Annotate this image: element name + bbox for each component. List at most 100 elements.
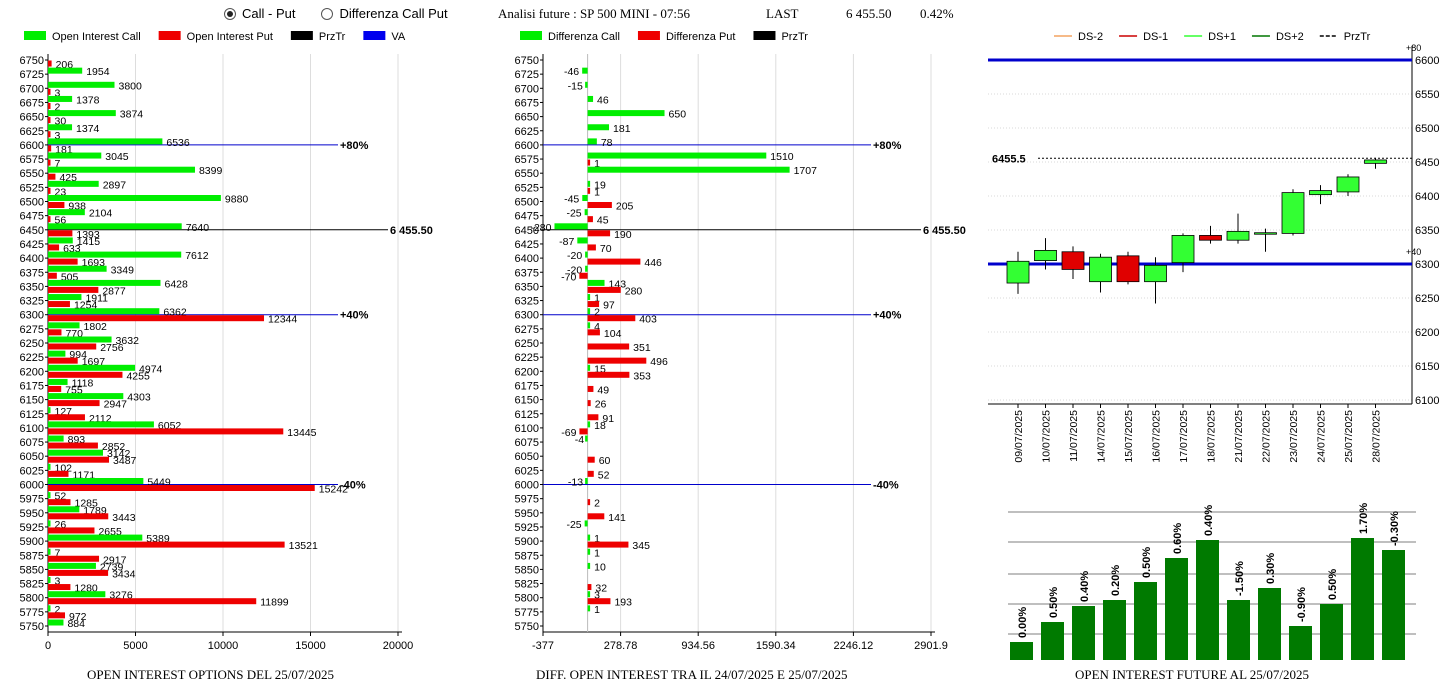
- call-bar: [48, 605, 51, 612]
- put-bar: [579, 428, 588, 435]
- strike-label: 6575: [515, 154, 539, 166]
- call-bar-label: 26: [55, 519, 67, 531]
- put-bar: [48, 159, 51, 166]
- put-bar-label: 351: [633, 342, 651, 354]
- call-bar-label: 1: [594, 547, 600, 559]
- candle-body: [1199, 235, 1222, 241]
- put-bar-label: 2877: [102, 285, 126, 297]
- put-bar-label: 3443: [112, 512, 136, 524]
- put-bar: [587, 470, 594, 477]
- call-bar: [587, 294, 591, 301]
- call-bar: [48, 619, 64, 626]
- call-bar: [585, 265, 588, 272]
- call-bar-label: 1802: [84, 321, 108, 333]
- call-bar: [48, 562, 96, 569]
- put-bar: [587, 159, 591, 166]
- future-candlestick-chart: DS-2 DS-1 DS+1 DS+2 PrzTr 6100 6150 6200 6250 630…: [988, 31, 1439, 463]
- call-bar: [587, 364, 591, 371]
- call-bar: [585, 478, 588, 484]
- put-bar-label: 2917: [103, 554, 127, 566]
- oi-bar: [1382, 550, 1405, 660]
- candle-body: [1061, 251, 1085, 270]
- call-bar: [48, 180, 99, 187]
- legend-swatch: [753, 31, 776, 40]
- put-bar: [48, 343, 97, 350]
- put-bar: [587, 541, 629, 548]
- y-tick-label: 6400: [1415, 191, 1439, 203]
- oi-bar: [1320, 604, 1343, 660]
- call-bar: [48, 520, 51, 527]
- put-bar-label: 3434: [112, 568, 136, 580]
- call-bar-label: 3349: [111, 264, 135, 276]
- put-bar: [587, 202, 612, 208]
- call-bar: [587, 308, 591, 315]
- strike-label: 5925: [515, 522, 539, 534]
- call-bar-label: 1954: [86, 66, 110, 78]
- put-bar-label: 15242: [319, 484, 348, 496]
- put-bar: [48, 60, 52, 67]
- call-bar-label: -25: [566, 208, 581, 220]
- strike-label: 6525: [20, 182, 44, 194]
- x-tick-label: 2246.12: [834, 640, 874, 652]
- legend-label: PrzTr: [319, 31, 346, 43]
- call-bar-label: 15: [594, 363, 606, 375]
- call-bar: [48, 463, 51, 470]
- call-bar: [587, 534, 591, 541]
- strike-label: 6350: [20, 281, 44, 293]
- strike-label: 5875: [515, 550, 539, 562]
- put-bar: [48, 117, 51, 124]
- footer-oi-options: OPEN INTEREST OPTIONS DEL 25/07/2025: [87, 667, 334, 682]
- strike-label: 6550: [20, 168, 44, 180]
- put-bar: [587, 216, 593, 223]
- call-bar-label: 1707: [794, 165, 818, 177]
- strike-label: 6125: [20, 409, 44, 421]
- put-bar: [587, 513, 605, 520]
- put-bar-label: 56: [55, 215, 67, 227]
- call-bar-label: 3: [594, 590, 600, 602]
- put-bar: [587, 286, 621, 293]
- legend-label: DS+1: [1208, 31, 1236, 43]
- reference-label: 6 455.50: [390, 225, 433, 237]
- put-bar-label: 3: [55, 130, 61, 142]
- call-bar-label: 1118: [72, 377, 94, 389]
- put-bar-label: 30: [55, 116, 67, 128]
- strike-label: 6425: [515, 239, 539, 251]
- put-bar-label: 49: [597, 384, 609, 396]
- call-bar: [587, 152, 767, 159]
- level-label: +80: [1406, 43, 1421, 53]
- radio-call-put[interactable]: Call - Put: [224, 6, 295, 21]
- call-bar-label: -20: [567, 250, 582, 262]
- call-bar-label: 7640: [186, 222, 210, 234]
- put-bar: [587, 315, 636, 322]
- call-bar: [48, 492, 51, 499]
- call-bar: [48, 478, 144, 484]
- call-bar-label: 3800: [119, 80, 143, 92]
- candle-body: [1336, 176, 1360, 193]
- put-bar-label: 1: [594, 186, 600, 198]
- strike-label: 6275: [515, 324, 539, 336]
- call-bar-label: 8399: [199, 165, 223, 177]
- call-bar: [577, 237, 588, 244]
- call-bar-label: -280: [530, 222, 551, 234]
- oi-bar-label: 0.50%: [1327, 569, 1339, 600]
- strike-label: 6500: [515, 197, 539, 209]
- x-tick-label: 20000: [383, 640, 414, 652]
- oi-bar-label: 0.20%: [1110, 565, 1122, 596]
- call-bar: [48, 166, 195, 173]
- put-bar: [48, 286, 99, 293]
- y-tick-label: 6550: [1415, 89, 1439, 101]
- call-bar: [48, 110, 116, 117]
- put-bar-label: 52: [598, 469, 610, 481]
- put-bar: [48, 371, 123, 378]
- radio-differenza[interactable]: Differenza Call Put: [321, 6, 448, 21]
- put-bar: [48, 385, 62, 392]
- x-tick-label: 15000: [295, 640, 326, 652]
- date-label: 11/07/2025: [1068, 410, 1080, 462]
- strike-label: 5750: [20, 621, 44, 633]
- strike-label: 6375: [20, 267, 44, 279]
- x-tick-label: 934.56: [681, 640, 715, 652]
- call-bar: [582, 67, 588, 74]
- call-bar-label: 650: [669, 109, 687, 121]
- strike-label: 6525: [515, 182, 539, 194]
- strike-label: 6225: [515, 352, 539, 364]
